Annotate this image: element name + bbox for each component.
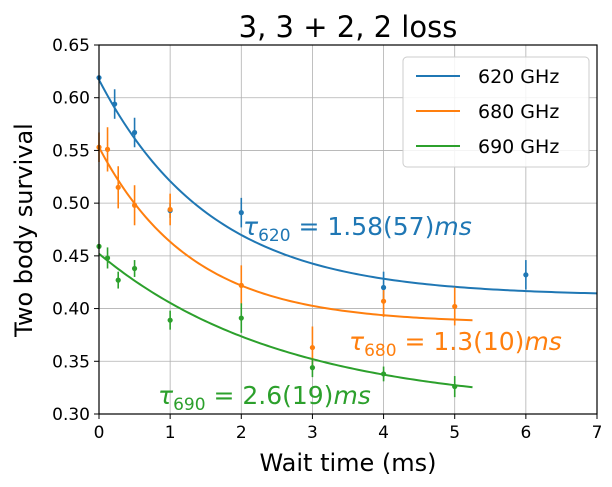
tau-symbol: τ bbox=[243, 212, 259, 241]
fit-curve-2 bbox=[98, 252, 473, 389]
tau-subscript: 680 bbox=[364, 341, 396, 361]
data-point bbox=[167, 317, 173, 323]
y-tick-label: 0.40 bbox=[52, 300, 90, 320]
tau-value: = 1.58(57) bbox=[291, 212, 435, 241]
y-tick-label: 0.65 bbox=[52, 36, 90, 56]
data-point bbox=[167, 206, 173, 213]
data-point bbox=[523, 272, 529, 278]
tau-annotation-1: τ680 = 1.3(10)ms bbox=[349, 327, 562, 361]
x-tick-label: 0 bbox=[94, 423, 105, 443]
y-tick-label: 0.45 bbox=[52, 247, 90, 267]
data-point bbox=[104, 255, 111, 261]
data-point bbox=[380, 284, 387, 291]
y-tick-label: 0.35 bbox=[52, 352, 90, 372]
data-point bbox=[238, 282, 244, 288]
fit-curve-1 bbox=[98, 146, 473, 322]
fit-curve-0 bbox=[98, 79, 598, 295]
data-point bbox=[380, 298, 387, 304]
data-point bbox=[309, 344, 316, 351]
x-tick-label: 5 bbox=[449, 423, 460, 443]
x-tick-label: 7 bbox=[592, 423, 603, 443]
data-point bbox=[112, 101, 118, 107]
data-point bbox=[238, 315, 244, 321]
x-tick-label: 6 bbox=[520, 423, 531, 443]
y-axis-label: Two body survival bbox=[10, 123, 38, 338]
legend-label-0: 620 GHz bbox=[478, 66, 559, 88]
y-tick-label: 0.30 bbox=[52, 405, 90, 425]
tau-unit: ms bbox=[524, 327, 561, 356]
tau-annotation-2: τ690 = 2.6(19)ms bbox=[158, 381, 371, 415]
tau-symbol: τ bbox=[158, 381, 174, 410]
tau-unit: ms bbox=[333, 381, 370, 410]
data-point bbox=[115, 277, 121, 283]
x-tick-label: 1 bbox=[165, 423, 176, 443]
data-point bbox=[452, 303, 458, 310]
tau-annotation-0: τ620 = 1.58(57)ms bbox=[243, 212, 472, 246]
data-point bbox=[452, 383, 458, 390]
y-tick-label: 0.55 bbox=[52, 141, 90, 161]
tau-value: = 2.6(19) bbox=[206, 381, 334, 410]
y-tick-label: 0.50 bbox=[52, 194, 90, 214]
data-point bbox=[115, 184, 121, 190]
data-point bbox=[104, 146, 111, 152]
y-ticks: 0.30 0.35 0.40 0.45 0.50 0.55 0.60 0.65 bbox=[52, 36, 99, 425]
x-ticks: 0 1 2 3 4 5 6 7 bbox=[94, 414, 603, 443]
tau-symbol: τ bbox=[349, 327, 365, 356]
tau-value: = 1.3(10) bbox=[397, 327, 525, 356]
data-point bbox=[131, 265, 138, 272]
data-point bbox=[380, 371, 387, 377]
data-point bbox=[131, 129, 138, 136]
plot-frame bbox=[98, 44, 598, 415]
legend-label-1: 680 GHz bbox=[478, 101, 559, 123]
tau-unit: ms bbox=[434, 212, 471, 241]
legend-box bbox=[402, 56, 590, 168]
x-tick-label: 3 bbox=[307, 423, 318, 443]
data-point bbox=[238, 210, 244, 216]
data-point bbox=[131, 202, 138, 208]
legend-label-2: 690 GHz bbox=[478, 136, 559, 158]
x-tick-label: 2 bbox=[236, 423, 247, 443]
fit-curves bbox=[98, 79, 598, 389]
data-points bbox=[96, 75, 529, 390]
chart-title: 3, 3 + 2, 2 loss bbox=[239, 10, 458, 44]
tau-subscript: 620 bbox=[258, 226, 290, 246]
tau-subscript: 690 bbox=[173, 395, 205, 415]
x-axis-label: Wait time (ms) bbox=[259, 449, 436, 477]
y-tick-label: 0.60 bbox=[52, 89, 90, 109]
data-point bbox=[309, 365, 316, 371]
x-tick-label: 4 bbox=[378, 423, 389, 443]
legend: 620 GHz 680 GHz 690 GHz bbox=[402, 56, 590, 168]
